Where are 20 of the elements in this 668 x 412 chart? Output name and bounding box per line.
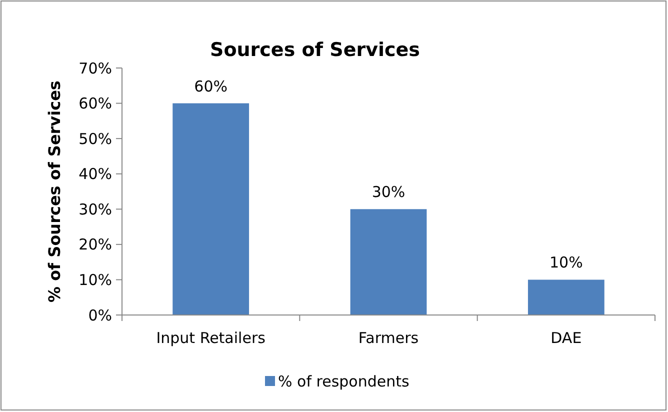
bar (528, 280, 604, 315)
data-label: 10% (549, 254, 583, 272)
y-tick-label: 20% (78, 236, 112, 254)
y-tick-label: 40% (78, 165, 112, 184)
x-tick-label: Input Retailers (156, 329, 266, 347)
data-label: 30% (372, 183, 406, 202)
bar (172, 103, 250, 315)
y-axis-title: % of Sources of Services (45, 80, 64, 302)
legend-label: % of respondents (278, 372, 410, 390)
data-label: 60% (194, 77, 228, 96)
x-tick-label: DAE (550, 329, 582, 347)
x-tick-label: Farmers (358, 329, 419, 347)
bar (350, 209, 427, 315)
y-tick-label: 10% (78, 270, 112, 289)
y-tick-label: 50% (78, 130, 112, 148)
y-tick-label: 70% (78, 59, 112, 78)
y-tick-label: 0% (88, 306, 112, 324)
y-tick-label: 60% (78, 94, 112, 113)
y-tick-label: 30% (78, 200, 112, 218)
chart-title: Sources of Services (210, 39, 420, 61)
